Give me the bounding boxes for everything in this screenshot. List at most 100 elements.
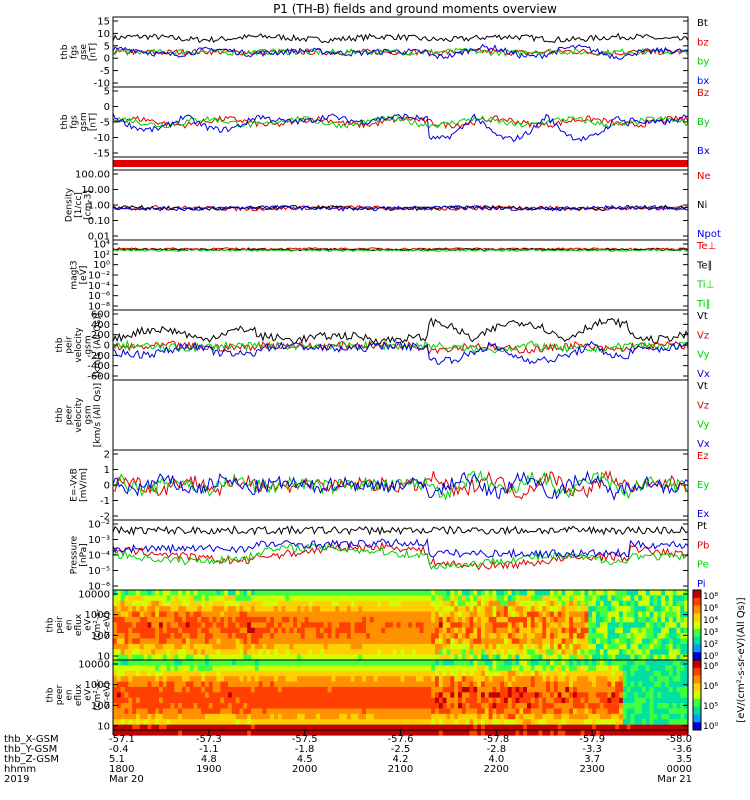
spectrogram-cell bbox=[308, 665, 313, 671]
spectrogram-cell bbox=[277, 633, 283, 639]
spectrogram-cell bbox=[385, 611, 390, 618]
spectrogram-cell bbox=[327, 660, 333, 666]
spectrogram-cell bbox=[377, 686, 382, 693]
spectrogram-cell bbox=[147, 697, 152, 704]
spectrogram-cell bbox=[665, 681, 670, 688]
spectrogram-cell bbox=[124, 622, 129, 628]
spectrogram-cell bbox=[465, 665, 471, 671]
spectrogram-cell bbox=[251, 611, 256, 618]
spectrogram-cell bbox=[254, 633, 260, 639]
spectrogram-cell bbox=[293, 660, 298, 666]
spectrogram-cell bbox=[481, 649, 486, 655]
spectrogram-cell bbox=[251, 713, 256, 720]
spectrogram-cell bbox=[676, 654, 681, 661]
spectrogram-cell bbox=[446, 708, 451, 715]
spectrogram-cell bbox=[415, 724, 421, 731]
spectrogram-cell bbox=[116, 670, 122, 677]
spectrogram-cell bbox=[381, 606, 386, 612]
spectrogram-cell bbox=[170, 724, 175, 731]
spectrogram-cell bbox=[680, 600, 685, 607]
spectrogram-cell bbox=[235, 622, 241, 628]
spectrogram-cell bbox=[504, 633, 509, 639]
spectrogram-cell bbox=[519, 692, 524, 698]
spectrogram-cell bbox=[438, 616, 444, 623]
spectrogram-cell bbox=[619, 660, 624, 666]
colorbar-tick: 10⁶ bbox=[703, 682, 718, 692]
spectrogram-cell bbox=[277, 703, 283, 709]
spectrogram-cell bbox=[473, 627, 478, 634]
spectrogram-cell bbox=[369, 697, 375, 704]
spectrogram-cell bbox=[277, 665, 283, 671]
spectrogram-cell bbox=[212, 649, 218, 655]
spectrogram-cell bbox=[515, 692, 520, 698]
spectrogram-cell bbox=[565, 665, 570, 671]
spectrogram-cell bbox=[557, 590, 563, 596]
spectrogram-cell bbox=[389, 590, 394, 596]
spectrogram-cell bbox=[469, 686, 474, 693]
trace-density-1 bbox=[112, 204, 689, 212]
spectrogram-cell bbox=[293, 638, 298, 645]
spectrogram-cell bbox=[274, 670, 279, 677]
spectrogram-cell bbox=[634, 600, 639, 607]
spectrogram-cell bbox=[419, 686, 425, 693]
spectrogram-cell bbox=[297, 595, 302, 601]
spectrogram-cell bbox=[281, 686, 287, 693]
colorbar-swatch bbox=[693, 683, 701, 692]
spectrogram-cell bbox=[561, 654, 566, 661]
spectrogram-cell bbox=[530, 724, 536, 731]
spectrogram-cell bbox=[224, 703, 229, 709]
spectrogram-cell bbox=[668, 595, 674, 601]
spectrogram-cell bbox=[668, 616, 674, 623]
spectrogram-cell bbox=[542, 627, 547, 634]
spectrogram-cell bbox=[277, 627, 283, 634]
spectrogram-cell bbox=[542, 622, 547, 628]
spectrogram-cell bbox=[423, 665, 428, 671]
spectrogram-cell bbox=[484, 622, 490, 628]
spectrogram-cell bbox=[258, 616, 264, 623]
spectrogram-cell bbox=[289, 627, 294, 634]
spectrogram-cell bbox=[538, 676, 543, 682]
spectrogram-cell bbox=[469, 676, 474, 682]
spectrogram-cell bbox=[534, 606, 540, 612]
spectrogram-cell bbox=[477, 590, 482, 596]
spectrogram-cell bbox=[450, 590, 455, 596]
spectrogram-cell bbox=[553, 708, 559, 715]
y-axis-label-line: en bbox=[65, 689, 75, 700]
spectrogram-cell bbox=[576, 595, 582, 601]
spectrogram-cell bbox=[553, 638, 559, 645]
spectrogram-cell bbox=[599, 649, 605, 655]
spectrogram-cell bbox=[530, 638, 536, 645]
spectrogram-cell bbox=[668, 676, 674, 682]
spectrogram-cell bbox=[178, 730, 183, 736]
spectrogram-cell bbox=[166, 692, 172, 698]
spectrogram-cell bbox=[162, 595, 168, 601]
spectrogram-cell bbox=[599, 713, 605, 720]
spectrogram-cell bbox=[507, 660, 513, 666]
spectrogram-cell bbox=[297, 611, 302, 618]
spectrogram-cell bbox=[557, 622, 563, 628]
spectrogram-cell bbox=[366, 730, 371, 736]
spectrogram-cell bbox=[431, 719, 436, 725]
spectrogram-cell bbox=[553, 703, 559, 709]
spectrogram-cell bbox=[389, 627, 394, 634]
spectrogram-cell bbox=[389, 638, 394, 645]
spectrogram-cell bbox=[511, 676, 517, 682]
spectrogram-cell bbox=[465, 681, 471, 688]
spectrogram-cell bbox=[350, 649, 356, 655]
spectrogram-cell bbox=[680, 692, 685, 698]
spectrogram-cell bbox=[174, 654, 179, 661]
spectrogram-cell bbox=[680, 649, 685, 655]
spectrogram-cell bbox=[538, 643, 543, 650]
spectrogram-cell bbox=[550, 692, 555, 698]
spectrogram-cell bbox=[415, 611, 421, 618]
spectrogram-cell bbox=[638, 622, 643, 628]
spectrogram-cell bbox=[193, 703, 198, 709]
spectrogram-cell bbox=[496, 643, 501, 650]
spectrogram-cell bbox=[465, 703, 471, 709]
spectrogram-cell bbox=[676, 616, 681, 623]
spectrogram-cell bbox=[484, 730, 490, 736]
spectrogram-cell bbox=[496, 627, 501, 634]
trace-pressure-3 bbox=[112, 537, 689, 559]
spectrogram-cell bbox=[599, 633, 605, 639]
